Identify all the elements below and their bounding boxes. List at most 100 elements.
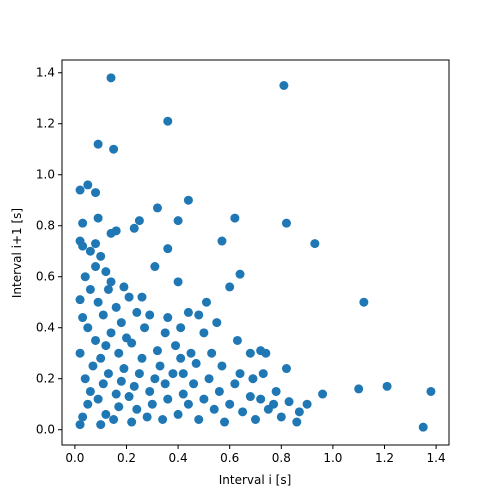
point bbox=[194, 310, 204, 320]
x-tick-label: 1.4 bbox=[427, 451, 446, 465]
x-axis-label: Interval i [s] bbox=[219, 473, 292, 487]
point bbox=[132, 307, 142, 317]
point bbox=[173, 277, 183, 287]
point bbox=[93, 394, 103, 404]
point bbox=[75, 420, 85, 430]
point bbox=[189, 379, 199, 389]
point bbox=[114, 348, 124, 358]
point bbox=[85, 386, 95, 396]
point bbox=[106, 328, 116, 338]
x-tick-label: 0.0 bbox=[65, 451, 84, 465]
point bbox=[194, 415, 204, 425]
point bbox=[75, 348, 85, 358]
y-tick-label: 0.0 bbox=[36, 423, 55, 437]
point bbox=[106, 228, 116, 238]
point bbox=[230, 379, 240, 389]
point bbox=[214, 386, 224, 396]
point bbox=[75, 295, 85, 305]
point bbox=[134, 216, 144, 226]
point bbox=[382, 381, 392, 391]
x-tick-label: 1.2 bbox=[375, 451, 394, 465]
point bbox=[284, 397, 294, 407]
point bbox=[140, 323, 150, 333]
point bbox=[96, 251, 106, 261]
point bbox=[114, 402, 124, 412]
point bbox=[276, 412, 286, 422]
point bbox=[160, 379, 170, 389]
point bbox=[98, 310, 108, 320]
point bbox=[88, 361, 98, 371]
point bbox=[318, 389, 328, 399]
point bbox=[103, 369, 113, 379]
point bbox=[116, 318, 126, 328]
point bbox=[78, 241, 88, 251]
point bbox=[235, 369, 245, 379]
point bbox=[212, 318, 222, 328]
point bbox=[269, 399, 279, 409]
y-tick-label: 1.0 bbox=[36, 168, 55, 182]
point bbox=[155, 361, 165, 371]
point bbox=[142, 412, 152, 422]
point bbox=[91, 239, 101, 249]
point bbox=[183, 307, 193, 317]
point bbox=[235, 269, 245, 279]
point bbox=[96, 420, 106, 430]
point bbox=[217, 361, 227, 371]
point bbox=[127, 338, 137, 348]
x-tick-label: 0.2 bbox=[117, 451, 136, 465]
point bbox=[248, 374, 258, 384]
point bbox=[163, 244, 173, 254]
point bbox=[225, 399, 235, 409]
point bbox=[359, 297, 369, 307]
point bbox=[93, 213, 103, 223]
point bbox=[160, 328, 170, 338]
point bbox=[80, 272, 90, 282]
point bbox=[134, 369, 144, 379]
point bbox=[124, 292, 134, 302]
point bbox=[96, 353, 106, 363]
point bbox=[176, 353, 186, 363]
point bbox=[168, 369, 178, 379]
point bbox=[101, 267, 111, 277]
point bbox=[158, 415, 168, 425]
point bbox=[101, 409, 111, 419]
point bbox=[256, 346, 266, 356]
point bbox=[209, 404, 219, 414]
point bbox=[176, 323, 186, 333]
point bbox=[145, 310, 155, 320]
point bbox=[199, 394, 209, 404]
point bbox=[137, 353, 147, 363]
point bbox=[91, 188, 101, 198]
point bbox=[129, 223, 139, 233]
point bbox=[116, 376, 126, 386]
point bbox=[178, 369, 188, 379]
point bbox=[152, 203, 162, 213]
point bbox=[119, 282, 129, 292]
point bbox=[111, 389, 121, 399]
point bbox=[163, 394, 173, 404]
point bbox=[354, 384, 364, 394]
point bbox=[147, 399, 157, 409]
point bbox=[78, 412, 88, 422]
point bbox=[173, 216, 183, 226]
point bbox=[173, 409, 183, 419]
point bbox=[83, 323, 93, 333]
point bbox=[199, 328, 209, 338]
point bbox=[163, 116, 173, 126]
point bbox=[106, 73, 116, 83]
point bbox=[78, 218, 88, 228]
x-tick-label: 0.4 bbox=[169, 451, 188, 465]
point bbox=[91, 335, 101, 345]
point bbox=[163, 313, 173, 323]
point bbox=[191, 358, 201, 368]
point bbox=[183, 399, 193, 409]
x-tick-label: 0.8 bbox=[272, 451, 291, 465]
y-axis-label: Interval i+1 [s] bbox=[10, 208, 24, 298]
point bbox=[83, 399, 93, 409]
point bbox=[85, 246, 95, 256]
y-tick-label: 0.6 bbox=[36, 270, 55, 284]
x-tick-label: 1.0 bbox=[323, 451, 342, 465]
point bbox=[256, 394, 266, 404]
point bbox=[111, 302, 121, 312]
point bbox=[271, 386, 281, 396]
